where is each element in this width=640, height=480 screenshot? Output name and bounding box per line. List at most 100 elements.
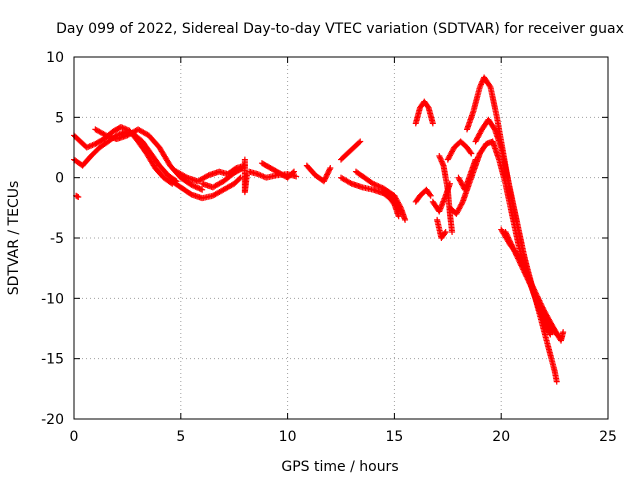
data-point [517, 260, 524, 267]
plot-frame [73, 56, 609, 420]
data-point [439, 161, 446, 168]
data-point [511, 248, 518, 255]
data-point [195, 184, 202, 191]
data-point [189, 182, 196, 189]
x-tick-label: 0 [70, 429, 79, 445]
data-point [523, 273, 530, 280]
data-point [324, 170, 331, 177]
series-arc-04 [73, 192, 82, 200]
data-point [449, 228, 456, 235]
data-point [324, 171, 331, 178]
data-point [478, 81, 485, 88]
data-point [395, 213, 402, 220]
data-point [323, 172, 330, 179]
data-point [436, 152, 443, 159]
data-point [192, 183, 199, 190]
data-point [520, 266, 527, 273]
data-point [291, 168, 298, 175]
data-point [477, 82, 484, 89]
y-tick-label: -10 [41, 291, 64, 307]
data-point [524, 276, 531, 283]
data-point [528, 284, 535, 291]
data-point [508, 241, 515, 248]
data-point [193, 184, 200, 191]
series-arc-10 [258, 160, 298, 181]
series-arc-23 [455, 156, 479, 193]
data-point [486, 82, 493, 89]
data-point [530, 288, 537, 295]
data-point [439, 159, 446, 166]
data-point [509, 242, 516, 249]
data-point [547, 331, 554, 338]
series-arc-08 [241, 156, 251, 196]
data-point [503, 230, 510, 237]
data-point [522, 272, 529, 279]
data-point [74, 193, 81, 200]
x-tick-label: 15 [385, 429, 403, 445]
data-point [375, 183, 382, 190]
data-point [402, 216, 409, 223]
x-tick-labels: 0 5 10 15 20 25 [70, 429, 617, 445]
x-tick-label: 25 [599, 429, 617, 445]
data-point [191, 183, 198, 190]
series-arc-12 [338, 138, 364, 163]
y-axis-label: SDTVAR / TECUs [6, 181, 22, 296]
series-arc-19 [436, 152, 456, 235]
data-point [199, 186, 206, 193]
data-point [527, 281, 534, 288]
data-point [534, 295, 541, 302]
data-point [505, 234, 512, 241]
data-point [514, 255, 521, 262]
data-point [326, 166, 333, 173]
data-point [478, 80, 485, 87]
y-tick-labels: -20 -15 -10 -5 0 5 10 [41, 50, 64, 428]
data-point [524, 274, 531, 281]
series-arc-05 [167, 174, 244, 202]
series-arc-17 [412, 98, 436, 127]
x-axis-label: GPS time / hours [281, 459, 398, 475]
y-tick-label: -15 [41, 352, 64, 368]
data-point [526, 280, 533, 287]
data-point [236, 175, 243, 182]
data-point [528, 283, 535, 290]
series-arc-28 [502, 228, 565, 342]
data-point [372, 181, 379, 188]
data-point [468, 150, 475, 157]
data-point [197, 186, 204, 193]
grid [74, 57, 608, 419]
data-point [436, 154, 443, 161]
data-point [515, 256, 522, 263]
data-point [504, 233, 511, 240]
data-point [371, 181, 378, 188]
data-point [188, 181, 195, 188]
data-point [522, 270, 529, 277]
data-point [437, 155, 444, 162]
data-point [509, 244, 516, 251]
data-point [525, 277, 532, 284]
y-tick-label: -5 [50, 231, 64, 247]
data-point [530, 287, 537, 294]
data-point [512, 251, 519, 258]
data-point [516, 259, 523, 266]
data-point [426, 191, 433, 198]
data-point [438, 158, 445, 165]
data-point [182, 173, 189, 180]
data-point [476, 84, 483, 91]
data-point [204, 173, 211, 180]
data-point [376, 183, 383, 190]
data-point [503, 231, 510, 238]
data-point [507, 238, 514, 245]
data-point [558, 335, 565, 342]
data-point [502, 228, 509, 235]
data-point [357, 138, 364, 145]
data-point [535, 299, 542, 306]
x-tick-label: 10 [279, 429, 297, 445]
data-point [293, 173, 300, 180]
y-tick-label: 5 [55, 110, 64, 126]
data-point [535, 298, 542, 305]
y-tick-label: 0 [55, 171, 64, 187]
data-point [320, 178, 327, 185]
data-point [438, 157, 445, 164]
data-point [532, 291, 539, 298]
data-point [560, 329, 567, 336]
